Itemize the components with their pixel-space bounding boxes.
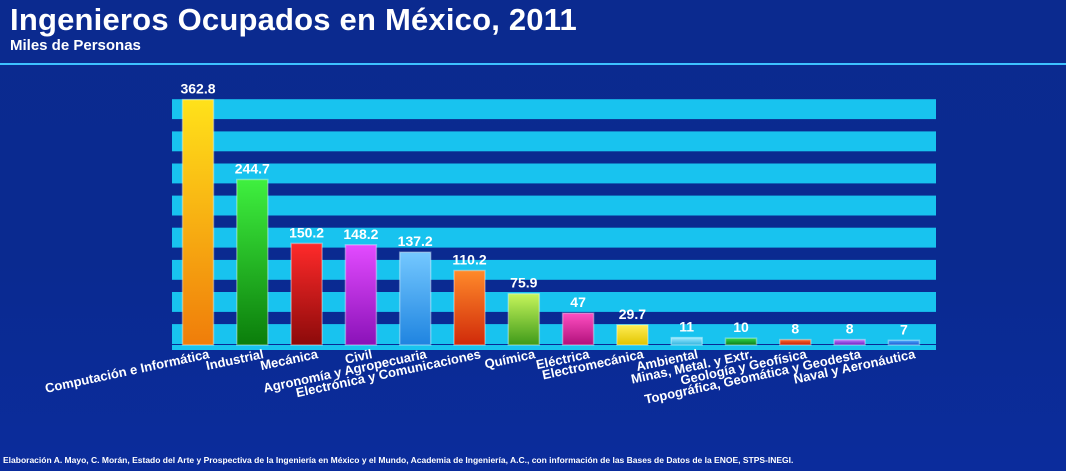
bar xyxy=(833,338,866,346)
category-labels: Computación e InformáticaIndustrialMecán… xyxy=(44,346,918,407)
grid-band xyxy=(172,195,936,216)
value-label: 244.7 xyxy=(235,161,270,177)
grid-band xyxy=(172,292,936,312)
value-label: 362.8 xyxy=(180,81,215,97)
bar xyxy=(670,336,703,346)
value-label: 7 xyxy=(900,321,908,337)
bar xyxy=(453,269,486,346)
value-label: 11 xyxy=(679,319,694,335)
category-label: Computación e Informática xyxy=(44,346,212,396)
value-label: 8 xyxy=(846,321,854,337)
value-label: 148.2 xyxy=(343,226,378,242)
x-axis-baseline xyxy=(172,345,936,350)
value-label: 29.7 xyxy=(619,306,646,322)
grid-band xyxy=(172,131,936,152)
bar xyxy=(779,338,812,346)
bar xyxy=(887,339,921,346)
value-label: 75.9 xyxy=(510,275,537,291)
bar xyxy=(236,178,269,346)
bar xyxy=(181,98,215,346)
bar xyxy=(616,324,649,346)
category-label: Civil xyxy=(344,346,374,366)
source-note: Elaboración A. Mayo, C. Morán, Estado de… xyxy=(3,455,794,465)
chart-subtitle: Miles de Personas xyxy=(10,37,141,54)
category-label: Industrial xyxy=(205,346,265,373)
value-label: 110.2 xyxy=(452,252,486,268)
value-labels: 362.8 244.7 150.2 148.2 137.2 110.2 75.9 47 29.7… xyxy=(180,81,908,338)
grid-band xyxy=(172,99,936,120)
bar xyxy=(724,337,758,346)
bar xyxy=(561,312,595,346)
value-label: 10 xyxy=(733,319,749,335)
value-label: 47 xyxy=(570,294,586,310)
bar xyxy=(290,242,323,346)
grid-band xyxy=(172,259,936,280)
bar xyxy=(398,251,432,346)
grid-band xyxy=(172,324,936,344)
grid-bands xyxy=(172,99,936,350)
value-label: 137.2 xyxy=(398,233,433,249)
category-label: Mecánica xyxy=(259,346,320,373)
bar-series xyxy=(181,98,921,346)
value-label: 150.2 xyxy=(289,224,324,240)
header-divider xyxy=(0,63,1066,65)
chart-title: Ingenieros Ocupados en México, 2011 xyxy=(10,2,577,37)
bar xyxy=(344,244,378,346)
grid-band xyxy=(172,163,936,184)
grid-band xyxy=(172,227,936,248)
bar xyxy=(507,292,541,346)
value-label: 8 xyxy=(791,321,799,337)
